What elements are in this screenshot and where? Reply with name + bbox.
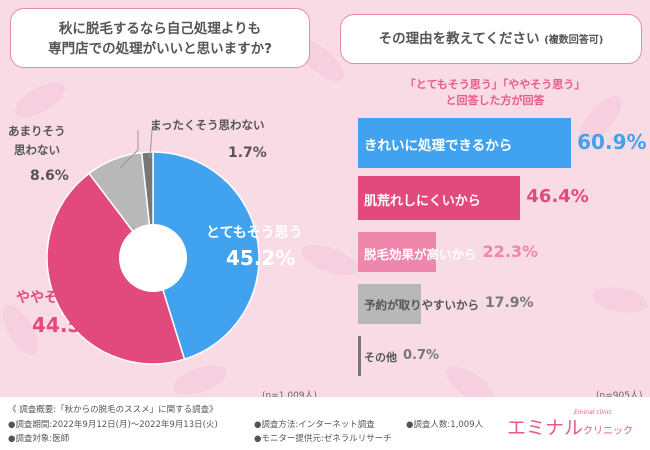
- pie-label-not-at-all: まったくそう思わない: [150, 118, 265, 132]
- logo-small-text: クリニック: [583, 426, 634, 437]
- bar-label-3: 予約が取りやすいから: [364, 297, 479, 312]
- footer-method: ●調査方法:インターネット調査: [254, 420, 375, 430]
- leader-line-0: [119, 130, 139, 169]
- eminal-logo: エミナルクリニック: [507, 413, 633, 440]
- pie-label-somewhat: ややそう思う: [16, 290, 100, 306]
- question-2-main: その理由を教えてください: [378, 31, 540, 47]
- donut-chart: [46, 129, 260, 365]
- pie-label-not-much-1: あまりそう: [8, 124, 66, 138]
- question-1-line1: 秋に脱毛するなら自己処理よりも: [58, 21, 262, 37]
- pie-value-very-much: 45.2%: [226, 246, 296, 270]
- bar-value-2: 22.3%: [482, 241, 539, 261]
- bar-label-1: 肌荒れしにくいから: [364, 193, 481, 209]
- footer: [0, 397, 650, 450]
- bar-subnote: 「とてもそう思う」「ややそう思う」 と回答した方が回答: [360, 77, 630, 109]
- footer-count: ●調査人数:1,009人: [406, 420, 484, 430]
- bar-value-0: 60.9%: [577, 130, 647, 154]
- footer-target: ●調査対象:医師: [8, 434, 70, 444]
- sample-size-note-2: (n=905人): [596, 391, 643, 401]
- pie-value-not-at-all: 1.7%: [228, 145, 267, 161]
- logo-subtext: Eminal clinic: [574, 409, 612, 416]
- bar-1: [358, 176, 521, 220]
- pie-value-somewhat: 44.5%: [32, 313, 102, 337]
- pie-label-not-much-2: 思わない: [14, 143, 60, 157]
- pie-value-not-much: 8.6%: [30, 168, 69, 184]
- footer-period: ●調査期間:2022年9月12日(月)〜2022年9月13日(火): [8, 420, 218, 430]
- bar-subnote-line2: と回答した方が回答: [445, 94, 545, 107]
- pie-label-very-much: とてもそう思う: [206, 225, 303, 241]
- bar-value-3: 17.9%: [485, 294, 534, 311]
- bar-value-4: 0.7%: [403, 347, 440, 363]
- bar-0: [358, 118, 572, 168]
- bar-label-4: その他: [364, 350, 397, 364]
- footer-monitor: ●モニター提供元:ゼネラルリサーチ: [254, 434, 392, 444]
- slice-very-much: [152, 151, 260, 361]
- bar-3: [358, 284, 421, 324]
- leader-line-1: [149, 129, 160, 159]
- donut-hole: [119, 224, 187, 292]
- question-2-box: その理由を教えてください (複数回答可): [340, 14, 642, 64]
- question-1-line2: 専門店での処理がいいと思いますか?: [48, 41, 272, 57]
- background-leaf-pattern: [2, 38, 648, 397]
- question-1-box: 秋に脱毛するなら自己処理よりも 専門店での処理がいいと思いますか?: [10, 8, 310, 68]
- logo-main-text: エミナル: [507, 417, 584, 439]
- footer-overview: 《 調査概要:「秋からの脱毛のススメ」に関する調査》: [8, 405, 218, 415]
- bar-label-2: 脱毛効果が高いから: [364, 246, 477, 262]
- question-2-sub: (複数回答可): [544, 35, 604, 46]
- bar-2: [358, 232, 437, 272]
- bar-subnote-line1: 「とてもそう思う」「ややそう思う」: [404, 78, 586, 91]
- bar-label-0: きれいに処理できるから: [364, 138, 513, 155]
- bar-value-1: 46.4%: [526, 186, 589, 208]
- sample-size-note-1: (n=1,009人): [262, 391, 318, 401]
- slice-somewhat: [46, 172, 186, 365]
- bar-4: [358, 336, 361, 376]
